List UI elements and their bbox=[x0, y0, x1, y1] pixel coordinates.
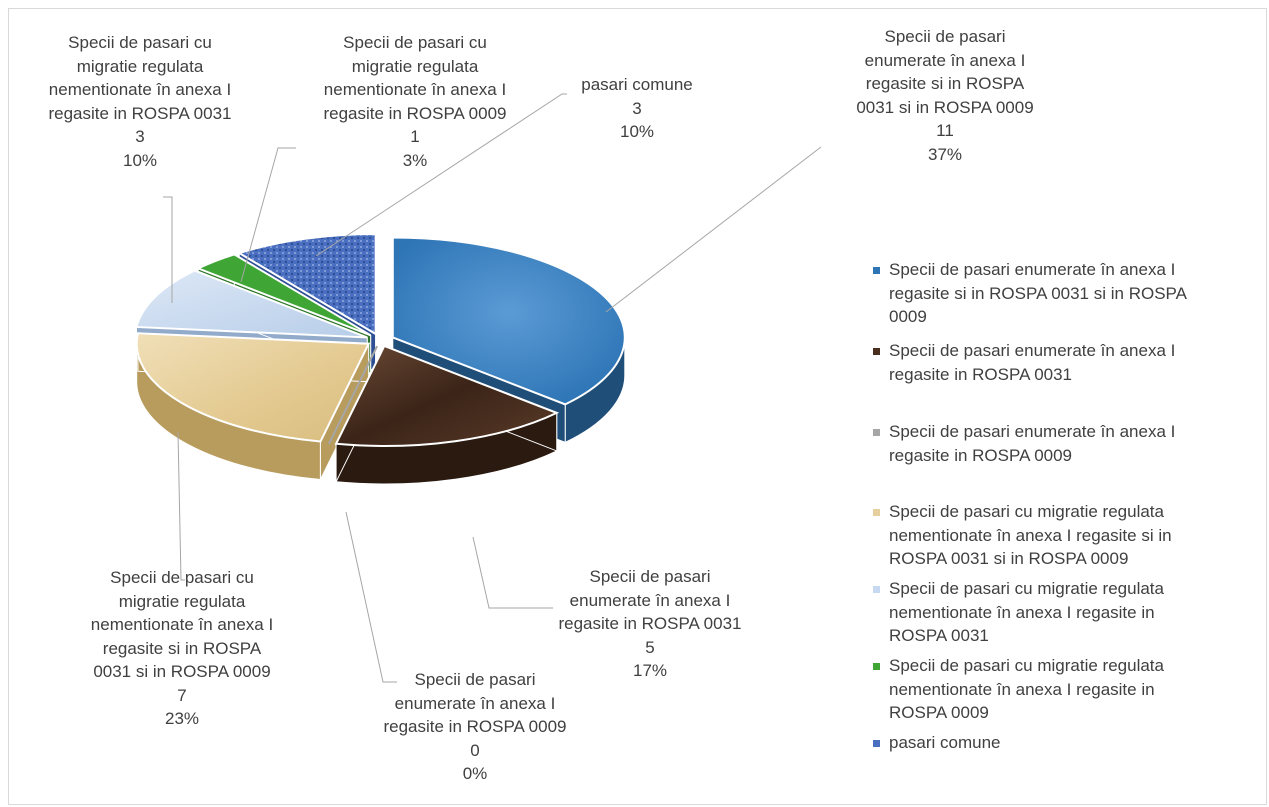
data-label-slice-4: Specii de pasari cu migratie regulata neme… bbox=[20, 31, 260, 172]
leader-line-2 bbox=[345, 511, 397, 683]
label-name: pasari comune bbox=[581, 75, 693, 94]
label-name: Specii de pasari cu migratie regulata neme… bbox=[48, 33, 232, 123]
pie-tops bbox=[135, 233, 626, 447]
leader-line-1 bbox=[472, 536, 553, 609]
legend-swatch bbox=[873, 348, 880, 355]
pie-slice-0 bbox=[391, 236, 626, 406]
pie-slice-6 bbox=[236, 233, 377, 336]
pie-slice-2 bbox=[327, 345, 378, 445]
legend-swatch bbox=[873, 267, 880, 274]
label-value: 5 bbox=[645, 637, 655, 657]
label-percent: 17% bbox=[632, 661, 668, 680]
data-label-slice-5: Specii de pasari cu migratie regulata neme… bbox=[295, 31, 535, 172]
label-value: 0 bbox=[470, 740, 480, 760]
leader-line-3 bbox=[177, 431, 185, 581]
pie-slice-4 bbox=[135, 269, 368, 339]
label-percent: 0% bbox=[462, 764, 488, 783]
label-name: Specii de pasari cu migratie regulata neme… bbox=[90, 568, 274, 681]
label-value: 7 bbox=[177, 685, 187, 705]
label-percent: 10% bbox=[619, 122, 655, 141]
data-label-slice-3: Specii de pasari cu migratie regulata neme… bbox=[52, 566, 312, 731]
label-percent: 37% bbox=[927, 144, 963, 164]
label-value: 1 bbox=[410, 127, 420, 146]
label-value: 11 bbox=[936, 121, 954, 140]
leader-line-5 bbox=[240, 147, 296, 283]
label-percent: 3% bbox=[402, 150, 428, 170]
legend-text: Specii de pasari cu migratie regulata nem… bbox=[889, 656, 1164, 722]
legend-text: Specii de pasari cu migratie regulata nem… bbox=[889, 579, 1164, 645]
legend-swatch bbox=[873, 429, 880, 436]
pie-slice-3 bbox=[135, 332, 371, 443]
label-value: 3 bbox=[135, 127, 145, 146]
pie-slice-1 bbox=[334, 344, 560, 447]
pie-slice-5 bbox=[195, 253, 372, 337]
legend-swatch bbox=[873, 509, 880, 516]
label-percent: 23% bbox=[164, 709, 200, 728]
legend-swatch bbox=[873, 663, 880, 670]
leader-line-0 bbox=[605, 146, 822, 313]
legend-text: Specii de pasari cu migratie regulata nem… bbox=[889, 502, 1172, 568]
label-name: Specii de pasari cu migratie regulata neme… bbox=[323, 33, 507, 123]
leader-lines bbox=[163, 93, 822, 683]
legend-swatch bbox=[873, 586, 880, 593]
leader-line-6 bbox=[315, 93, 567, 257]
legend-swatch bbox=[873, 740, 880, 747]
label-value: 3 bbox=[632, 98, 642, 118]
leader-line-4 bbox=[163, 196, 173, 303]
label-percent: 10% bbox=[122, 150, 158, 170]
data-label-slice-6: pasari comune 3 10% bbox=[557, 73, 717, 144]
legend-text: pasari comune bbox=[889, 733, 1001, 752]
